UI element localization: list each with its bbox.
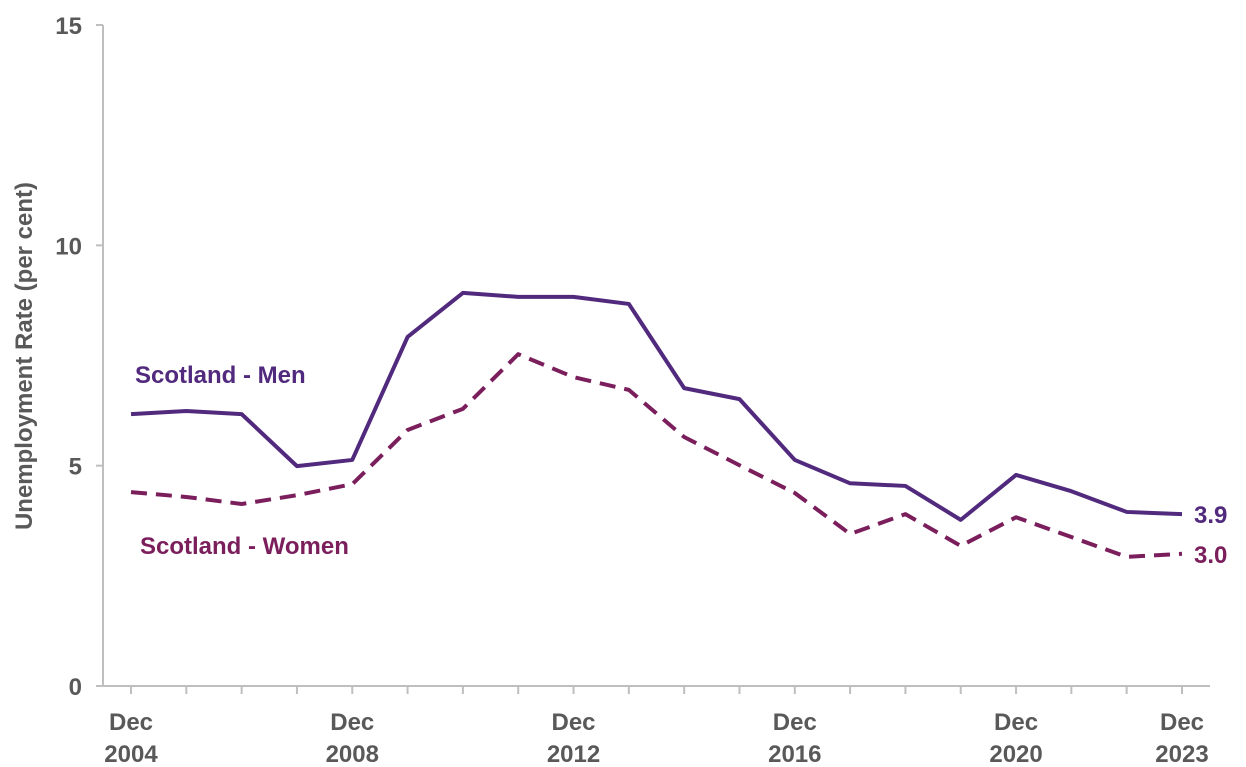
y-tick-label: 5 xyxy=(69,454,82,481)
x-tick-label: Dec 2008 xyxy=(326,709,379,767)
x-tick-label: Dec 2004 xyxy=(104,709,158,767)
x-tick-label: Dec 2012 xyxy=(547,709,600,767)
value-label: 3.9 xyxy=(1194,502,1227,529)
series-line xyxy=(130,352,1183,559)
y-tick-label: 10 xyxy=(55,233,82,260)
series-label: Scotland - Men xyxy=(135,362,306,389)
series-line xyxy=(130,290,1183,522)
y-axis-label: Unemployment Rate (per cent) xyxy=(11,182,38,530)
series-label: Scotland - Women xyxy=(140,533,349,560)
x-tick-label: Dec 2016 xyxy=(768,709,821,767)
x-tick-label: Dec 2020 xyxy=(989,709,1042,767)
value-label: 3.0 xyxy=(1194,542,1227,569)
y-tick-label: 0 xyxy=(69,674,82,701)
x-tick-label: Dec 2023 xyxy=(1155,709,1208,767)
y-tick-label: 15 xyxy=(55,13,82,40)
